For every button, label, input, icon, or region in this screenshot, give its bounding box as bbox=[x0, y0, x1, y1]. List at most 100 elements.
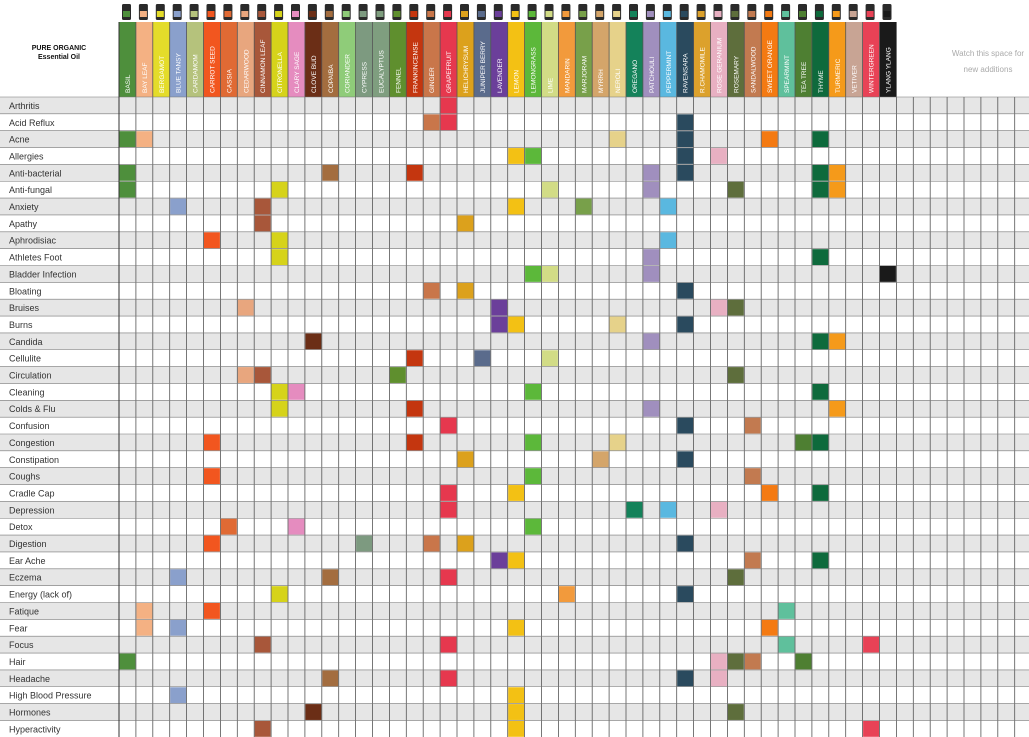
oil-mark bbox=[727, 653, 744, 670]
oil-mark bbox=[440, 501, 457, 518]
oil-header-band bbox=[626, 22, 643, 97]
condition-row bbox=[0, 585, 1029, 603]
bottle-label bbox=[663, 11, 671, 17]
oil-header-label: OREGANO bbox=[632, 60, 639, 93]
oil-mark bbox=[305, 333, 322, 350]
condition-row bbox=[0, 400, 1029, 418]
oil-column-headers: BASIL BAY LEAF BERGAMOT BLUE TANSY CARDAMOM C… bbox=[119, 22, 897, 97]
oil-header-band bbox=[338, 22, 356, 97]
oil-mark bbox=[288, 383, 305, 400]
condition-label: Bruises bbox=[9, 303, 40, 313]
oil-mark bbox=[643, 249, 660, 265]
oil-mark bbox=[220, 518, 237, 535]
oil-mark bbox=[440, 97, 457, 114]
oil-mark bbox=[829, 400, 846, 417]
oil-mark bbox=[711, 670, 727, 687]
bottle-label bbox=[258, 11, 266, 17]
oil-mark bbox=[677, 670, 694, 687]
bottle-label bbox=[275, 11, 283, 17]
oil-header-label: BLUE TANSY bbox=[176, 52, 183, 93]
oil-header-band bbox=[186, 22, 204, 97]
oil-header-label: RAVENSARA bbox=[683, 53, 690, 93]
condition-label: Candida bbox=[9, 337, 43, 347]
condition-label: Anti-bacterial bbox=[9, 168, 62, 178]
oil-header-band bbox=[879, 22, 897, 97]
oil-header-label: MARJORAM bbox=[581, 56, 588, 93]
bottle-label bbox=[359, 11, 367, 17]
bottle-label bbox=[477, 11, 485, 17]
bottle-label bbox=[782, 11, 790, 17]
condition-row bbox=[0, 113, 1029, 131]
oil-header-label: COPAIBA bbox=[328, 64, 335, 93]
oil-header-label: HELICHRYSUM bbox=[463, 46, 470, 93]
oil-mark bbox=[542, 266, 558, 282]
condition-label: Acne bbox=[9, 135, 30, 145]
bottle-label bbox=[680, 11, 688, 17]
oil-mark bbox=[525, 468, 541, 485]
oil-mark bbox=[440, 485, 457, 501]
oil-mark bbox=[677, 316, 694, 333]
bottle-label bbox=[714, 11, 722, 17]
oil-mark bbox=[389, 367, 406, 383]
oil-mark bbox=[457, 215, 474, 232]
oil-mark bbox=[170, 687, 187, 704]
oil-mark bbox=[508, 198, 525, 215]
oil-mark bbox=[812, 333, 829, 350]
oil-header-band bbox=[372, 22, 390, 97]
condition-label: Cradle Cap bbox=[9, 488, 55, 498]
oil-header-label: CINNAMON LEAF bbox=[260, 40, 267, 93]
oil-header-band bbox=[135, 22, 153, 97]
oil-header-label: CORIANDER bbox=[345, 54, 352, 93]
oil-header-label: LIME bbox=[547, 77, 554, 93]
oil-header-band bbox=[609, 22, 626, 97]
bottle-label bbox=[511, 11, 519, 17]
oil-mark bbox=[863, 720, 879, 737]
oil-header-band bbox=[541, 22, 559, 97]
oil-mark bbox=[626, 501, 643, 518]
condition-label: Energy (lack of) bbox=[9, 590, 72, 600]
oil-header-label: PEPPERMINT bbox=[666, 51, 673, 93]
bottle-label bbox=[630, 11, 637, 17]
bottle-label bbox=[866, 11, 874, 17]
grid-lines bbox=[0, 22, 1029, 737]
bottle-label bbox=[765, 11, 773, 17]
oil-mark bbox=[525, 266, 541, 282]
condition-label: Confusion bbox=[9, 421, 50, 431]
condition-row bbox=[0, 299, 1029, 317]
oil-mark bbox=[542, 181, 558, 198]
condition-label: Detox bbox=[9, 522, 33, 532]
oil-mark bbox=[254, 636, 271, 653]
oil-header-label: PATCHOULI bbox=[649, 57, 656, 93]
condition-row bbox=[0, 417, 1029, 434]
oil-header-label: CARROT SEED bbox=[209, 46, 216, 93]
oil-mark bbox=[812, 249, 829, 265]
oil-mark bbox=[204, 468, 220, 485]
oil-mark bbox=[863, 636, 879, 653]
oil-mark bbox=[254, 215, 271, 232]
oil-mark bbox=[119, 131, 136, 148]
oil-mark bbox=[491, 299, 508, 316]
oil-header-band bbox=[288, 22, 305, 97]
oil-header-band bbox=[152, 22, 170, 97]
oil-header-band bbox=[473, 22, 491, 97]
condition-label: High Blood Pressure bbox=[9, 691, 92, 701]
oil-mark bbox=[711, 653, 727, 670]
condition-label: Ear Ache bbox=[9, 556, 46, 566]
oil-mark bbox=[643, 400, 660, 417]
bottle-label bbox=[292, 11, 299, 17]
oil-header-band bbox=[169, 22, 187, 97]
condition-row bbox=[0, 568, 1029, 586]
oil-header-label: GRAPEFRUIT bbox=[446, 51, 453, 93]
oil-mark bbox=[677, 417, 694, 434]
condition-row bbox=[0, 434, 1029, 451]
condition-label: Athletes Foot bbox=[9, 253, 63, 263]
bottle-label bbox=[139, 11, 147, 17]
bottle-label bbox=[748, 11, 756, 17]
oil-header-band bbox=[271, 22, 288, 97]
condition-row bbox=[0, 450, 1029, 468]
condition-row bbox=[0, 282, 1029, 300]
oil-header-band bbox=[119, 22, 136, 97]
oil-mark bbox=[440, 114, 457, 131]
condition-row bbox=[0, 518, 1029, 536]
oil-header-band bbox=[423, 22, 441, 97]
